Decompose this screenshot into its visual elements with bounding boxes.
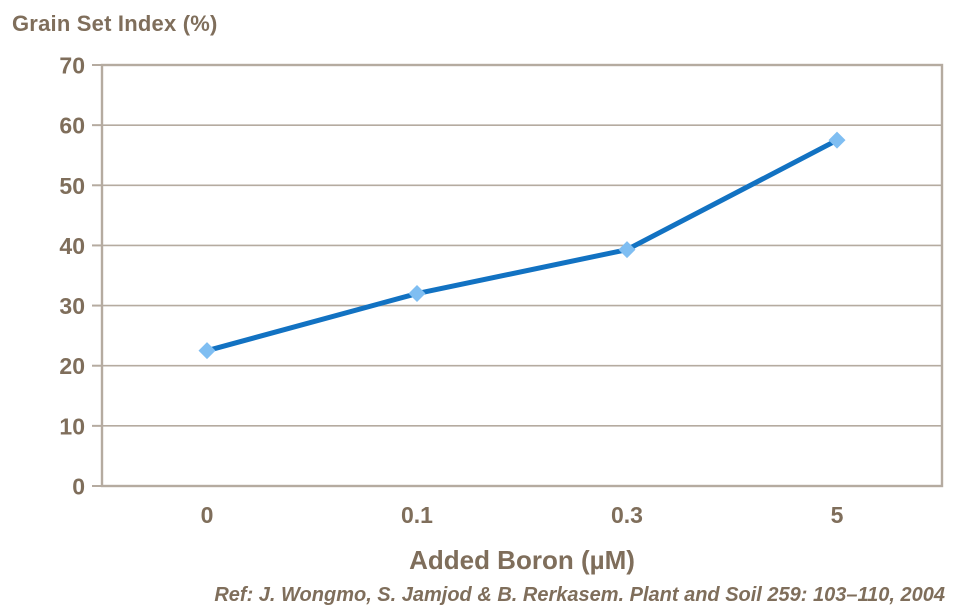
x-axis-tick-label: 0.3 — [611, 502, 643, 528]
y-axis-tick-label: 30 — [59, 293, 85, 319]
y-axis-tick-label: 60 — [59, 113, 85, 139]
reference-citation: Ref: J. Wongmo, S. Jamjod & B. Rerkasem.… — [214, 584, 945, 606]
x-axis-tick-label: 0.1 — [401, 502, 433, 528]
data-point-marker — [828, 131, 846, 149]
y-axis-tick-label: 0 — [72, 474, 85, 500]
data-point-marker — [198, 342, 216, 360]
plot-border — [100, 63, 944, 488]
y-axis-tick-label: 10 — [59, 413, 85, 439]
y-axis-tick-label: 20 — [59, 353, 85, 379]
data-point-marker — [618, 241, 636, 259]
data-point-marker — [408, 285, 426, 303]
y-axis-tick-label: 40 — [59, 233, 85, 259]
series-line — [204, 137, 840, 354]
chart-title: Grain Set Index (%) — [12, 11, 218, 36]
x-axis-title: Added Boron (µM) — [409, 545, 635, 575]
y-axis-tick-label: 70 — [59, 53, 85, 79]
x-axis-tick-label: 0 — [201, 502, 214, 528]
y-axis-tick-label: 50 — [59, 173, 85, 199]
x-axis-tick-label: 5 — [831, 502, 844, 528]
